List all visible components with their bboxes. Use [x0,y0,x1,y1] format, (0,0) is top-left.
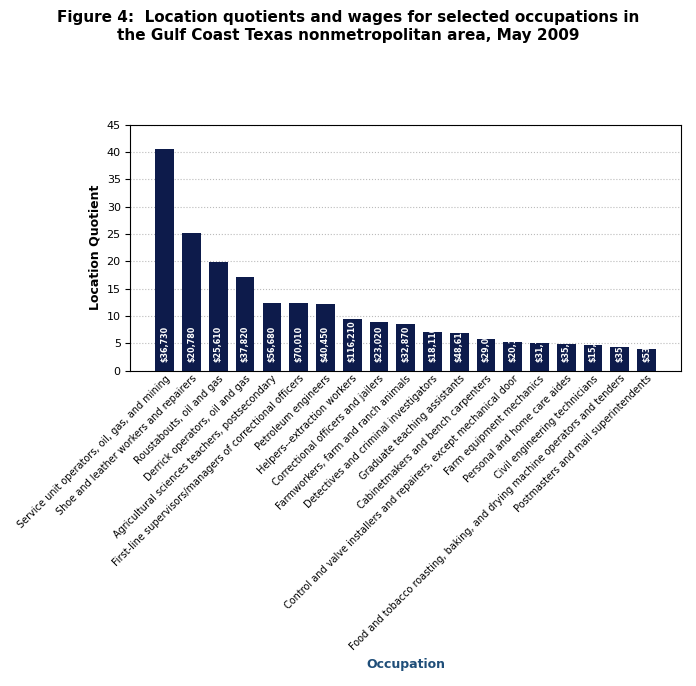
Text: $48,610: $48,610 [454,326,464,362]
Bar [370,322,388,370]
Bar [610,347,629,370]
Bar [290,303,308,370]
Text: $36,730: $36,730 [160,327,169,362]
Text: $37,820: $37,820 [241,326,250,362]
Text: $35,470: $35,470 [615,327,624,362]
Text: $15,720: $15,720 [589,326,598,362]
Bar [557,344,576,370]
Bar [503,342,522,370]
Bar [155,149,174,370]
Text: $116,210: $116,210 [348,320,356,362]
Text: $40,450: $40,450 [321,327,330,362]
Bar [423,332,442,370]
Bar [182,233,201,370]
Bar [262,303,281,370]
Bar [638,349,656,370]
Text: $32,870: $32,870 [401,326,410,362]
Text: $56,680: $56,680 [267,326,276,362]
Bar [584,346,603,370]
Text: $53,650: $53,650 [642,327,651,362]
Text: $20,780: $20,780 [187,326,196,362]
Text: $23,020: $23,020 [374,326,383,362]
Bar [396,324,415,370]
Text: $25,610: $25,610 [214,326,223,362]
Text: $35,730: $35,730 [562,327,571,362]
Bar [343,319,361,370]
Text: $20,180: $20,180 [508,326,517,362]
Text: $29,010: $29,010 [482,326,491,362]
Y-axis label: Location Quotient: Location Quotient [88,185,101,310]
Text: Figure 4:  Location quotients and wages for selected occupations in
the Gulf Coa: Figure 4: Location quotients and wages f… [57,10,639,43]
Text: $18,110: $18,110 [428,326,437,362]
Text: $31,780: $31,780 [535,326,544,362]
Bar [316,304,335,370]
Text: $70,010: $70,010 [294,327,303,362]
Bar [450,333,468,370]
Bar [530,343,549,370]
Bar [236,277,255,370]
X-axis label: Occupation: Occupation [366,658,445,671]
Bar [477,339,496,370]
Bar [209,263,228,370]
